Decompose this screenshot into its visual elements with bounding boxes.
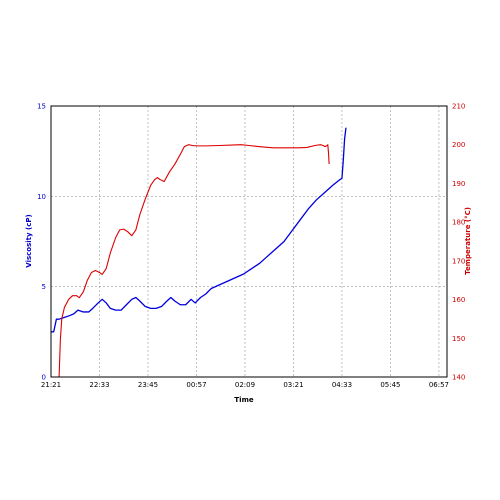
x-tick-label: 23:45: [138, 381, 158, 389]
left-tick-label: 10: [37, 193, 46, 201]
left-tick-label: 0: [42, 374, 46, 382]
right-tick-label: 210: [452, 103, 465, 111]
left-tick-label: 15: [37, 103, 46, 111]
viscosity-series-line: [51, 127, 347, 333]
right-axis-title: Temperature (°C): [464, 207, 472, 275]
right-tick-label: 140: [452, 374, 465, 382]
x-tick-label: 02:09: [235, 381, 255, 389]
x-tick-label: 00:57: [186, 381, 206, 389]
grid: [51, 106, 447, 377]
right-tick-label: 170: [452, 257, 465, 265]
temperature-series-line: [58, 144, 330, 378]
left-axis-title: Viscosity (cP): [25, 214, 33, 267]
x-tick-label: 06:57: [429, 381, 449, 389]
left-tick-label: 5: [42, 283, 46, 291]
right-tick-label: 150: [452, 335, 465, 343]
x-tick-label: 22:33: [89, 381, 109, 389]
x-tick-label: 04:33: [332, 381, 352, 389]
right-tick-label: 180: [452, 219, 465, 227]
right-tick-label: 160: [452, 296, 465, 304]
plot-frame: [50, 105, 448, 378]
right-tick-label: 200: [452, 141, 465, 149]
plot-area-background: [51, 106, 447, 377]
series: [51, 127, 347, 378]
x-tick-label: 03:21: [283, 381, 303, 389]
x-tick-label: 05:45: [380, 381, 400, 389]
right-tick-label: 190: [452, 180, 465, 188]
x-axis-title: Time: [234, 396, 253, 404]
ticks: 21:21 22:33 23:45 00:57 02:09 03:21 04:33 05:45…: [37, 103, 465, 390]
x-tick-label: 21:21: [41, 381, 61, 389]
